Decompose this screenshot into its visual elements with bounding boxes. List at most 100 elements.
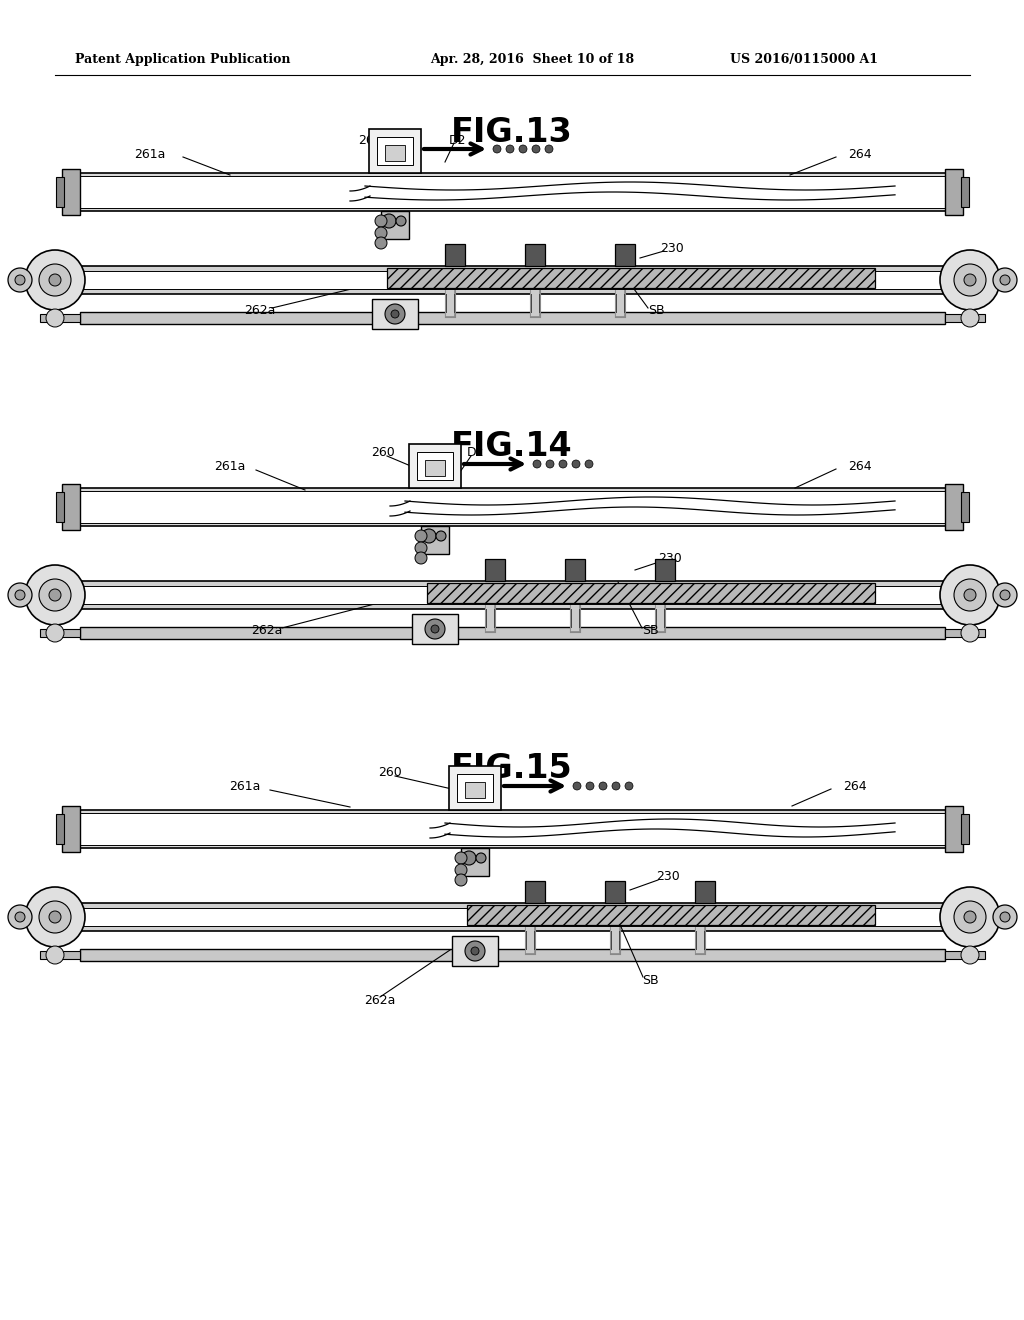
Bar: [76, 271, 949, 289]
Circle shape: [506, 145, 514, 153]
Bar: [80, 949, 945, 961]
Circle shape: [625, 781, 633, 789]
Bar: [15, 276, 55, 284]
Circle shape: [25, 887, 85, 946]
Bar: [655, 558, 675, 581]
Circle shape: [954, 902, 986, 933]
Circle shape: [993, 906, 1017, 929]
Circle shape: [375, 227, 387, 239]
Circle shape: [519, 145, 527, 153]
Circle shape: [559, 459, 567, 469]
Bar: [40, 314, 80, 322]
Bar: [385, 145, 406, 161]
Bar: [565, 558, 585, 581]
Circle shape: [46, 309, 63, 327]
Bar: [76, 176, 949, 209]
Circle shape: [954, 264, 986, 296]
Circle shape: [612, 781, 620, 789]
Text: SB: SB: [642, 623, 658, 636]
Circle shape: [385, 304, 406, 323]
Bar: [945, 169, 963, 215]
Circle shape: [49, 275, 61, 286]
Bar: [605, 880, 625, 903]
Bar: [76, 813, 949, 845]
Bar: [76, 586, 949, 605]
Bar: [467, 906, 874, 925]
Circle shape: [586, 781, 594, 789]
Circle shape: [954, 579, 986, 611]
Circle shape: [455, 851, 467, 865]
Bar: [40, 630, 80, 638]
Bar: [425, 459, 445, 477]
Bar: [70, 488, 955, 525]
Circle shape: [25, 565, 85, 624]
Text: FIG.15: FIG.15: [452, 751, 572, 784]
Bar: [40, 950, 80, 960]
Circle shape: [993, 268, 1017, 292]
Circle shape: [573, 781, 581, 789]
Bar: [387, 268, 874, 288]
Bar: [961, 177, 969, 207]
Text: 264: 264: [843, 780, 866, 793]
Bar: [409, 444, 461, 488]
Bar: [525, 244, 545, 267]
Circle shape: [993, 583, 1017, 607]
Circle shape: [545, 145, 553, 153]
Bar: [445, 244, 465, 267]
Text: SB: SB: [648, 304, 665, 317]
Text: 262a: 262a: [251, 623, 283, 636]
Bar: [417, 451, 453, 480]
Circle shape: [476, 853, 486, 863]
Text: 230: 230: [660, 242, 684, 255]
Circle shape: [15, 912, 25, 921]
Text: 262a: 262a: [245, 304, 275, 317]
Circle shape: [1000, 275, 1010, 285]
Bar: [377, 137, 413, 165]
Circle shape: [572, 459, 580, 469]
Text: 261a: 261a: [134, 149, 166, 161]
Circle shape: [964, 275, 976, 286]
Text: D2: D2: [478, 767, 496, 780]
Circle shape: [8, 268, 32, 292]
Circle shape: [455, 865, 467, 876]
Circle shape: [422, 529, 436, 543]
Circle shape: [532, 145, 540, 153]
Circle shape: [415, 531, 427, 543]
Circle shape: [455, 874, 467, 886]
Text: 264: 264: [848, 461, 871, 474]
Circle shape: [534, 459, 541, 469]
Bar: [449, 766, 501, 810]
Circle shape: [49, 589, 61, 601]
Text: D2: D2: [450, 133, 467, 147]
Text: Apr. 28, 2016  Sheet 10 of 18: Apr. 28, 2016 Sheet 10 of 18: [430, 54, 634, 66]
Text: 260: 260: [358, 133, 382, 147]
Bar: [970, 913, 1010, 921]
Circle shape: [8, 583, 32, 607]
Circle shape: [1000, 590, 1010, 601]
Text: FIG.14: FIG.14: [452, 430, 572, 463]
Bar: [15, 591, 55, 599]
Bar: [70, 581, 955, 609]
Bar: [427, 583, 874, 603]
Bar: [970, 276, 1010, 284]
Text: D2: D2: [466, 446, 483, 459]
Bar: [70, 267, 955, 294]
Circle shape: [961, 624, 979, 642]
Bar: [80, 312, 945, 323]
Circle shape: [415, 543, 427, 554]
Bar: [465, 781, 485, 799]
Circle shape: [391, 310, 399, 318]
Circle shape: [462, 851, 476, 865]
Circle shape: [39, 264, 71, 296]
Circle shape: [599, 781, 607, 789]
Text: Patent Application Publication: Patent Application Publication: [75, 54, 291, 66]
Bar: [945, 314, 985, 322]
Bar: [381, 211, 409, 239]
Bar: [615, 244, 635, 267]
Text: 262a: 262a: [365, 994, 395, 1006]
Bar: [945, 950, 985, 960]
Bar: [15, 913, 55, 921]
Circle shape: [961, 309, 979, 327]
Bar: [945, 484, 963, 531]
Text: 261a: 261a: [214, 461, 246, 474]
